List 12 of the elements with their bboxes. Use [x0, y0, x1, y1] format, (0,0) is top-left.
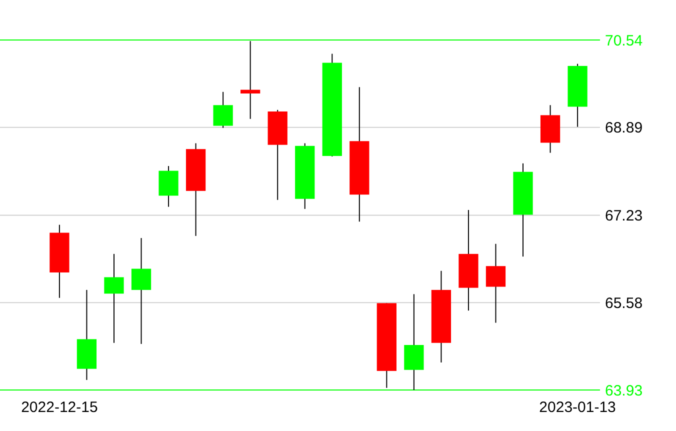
candlestick	[213, 91, 233, 128]
y-tick-label: 63.93	[605, 382, 643, 400]
y-tick-label: 65.58	[605, 294, 643, 312]
candlestick	[240, 40, 260, 120]
y-tick-label: 70.54	[605, 32, 643, 50]
x-tick-label: 2023-01-13	[539, 399, 616, 416]
x-tick-label: 2022-12-15	[21, 399, 98, 416]
candlestick	[486, 243, 506, 324]
y-tick-label: 67.23	[605, 208, 643, 225]
candlestick	[104, 253, 124, 344]
y-tick-label: 68.89	[605, 120, 643, 137]
candlestick	[131, 238, 152, 344]
